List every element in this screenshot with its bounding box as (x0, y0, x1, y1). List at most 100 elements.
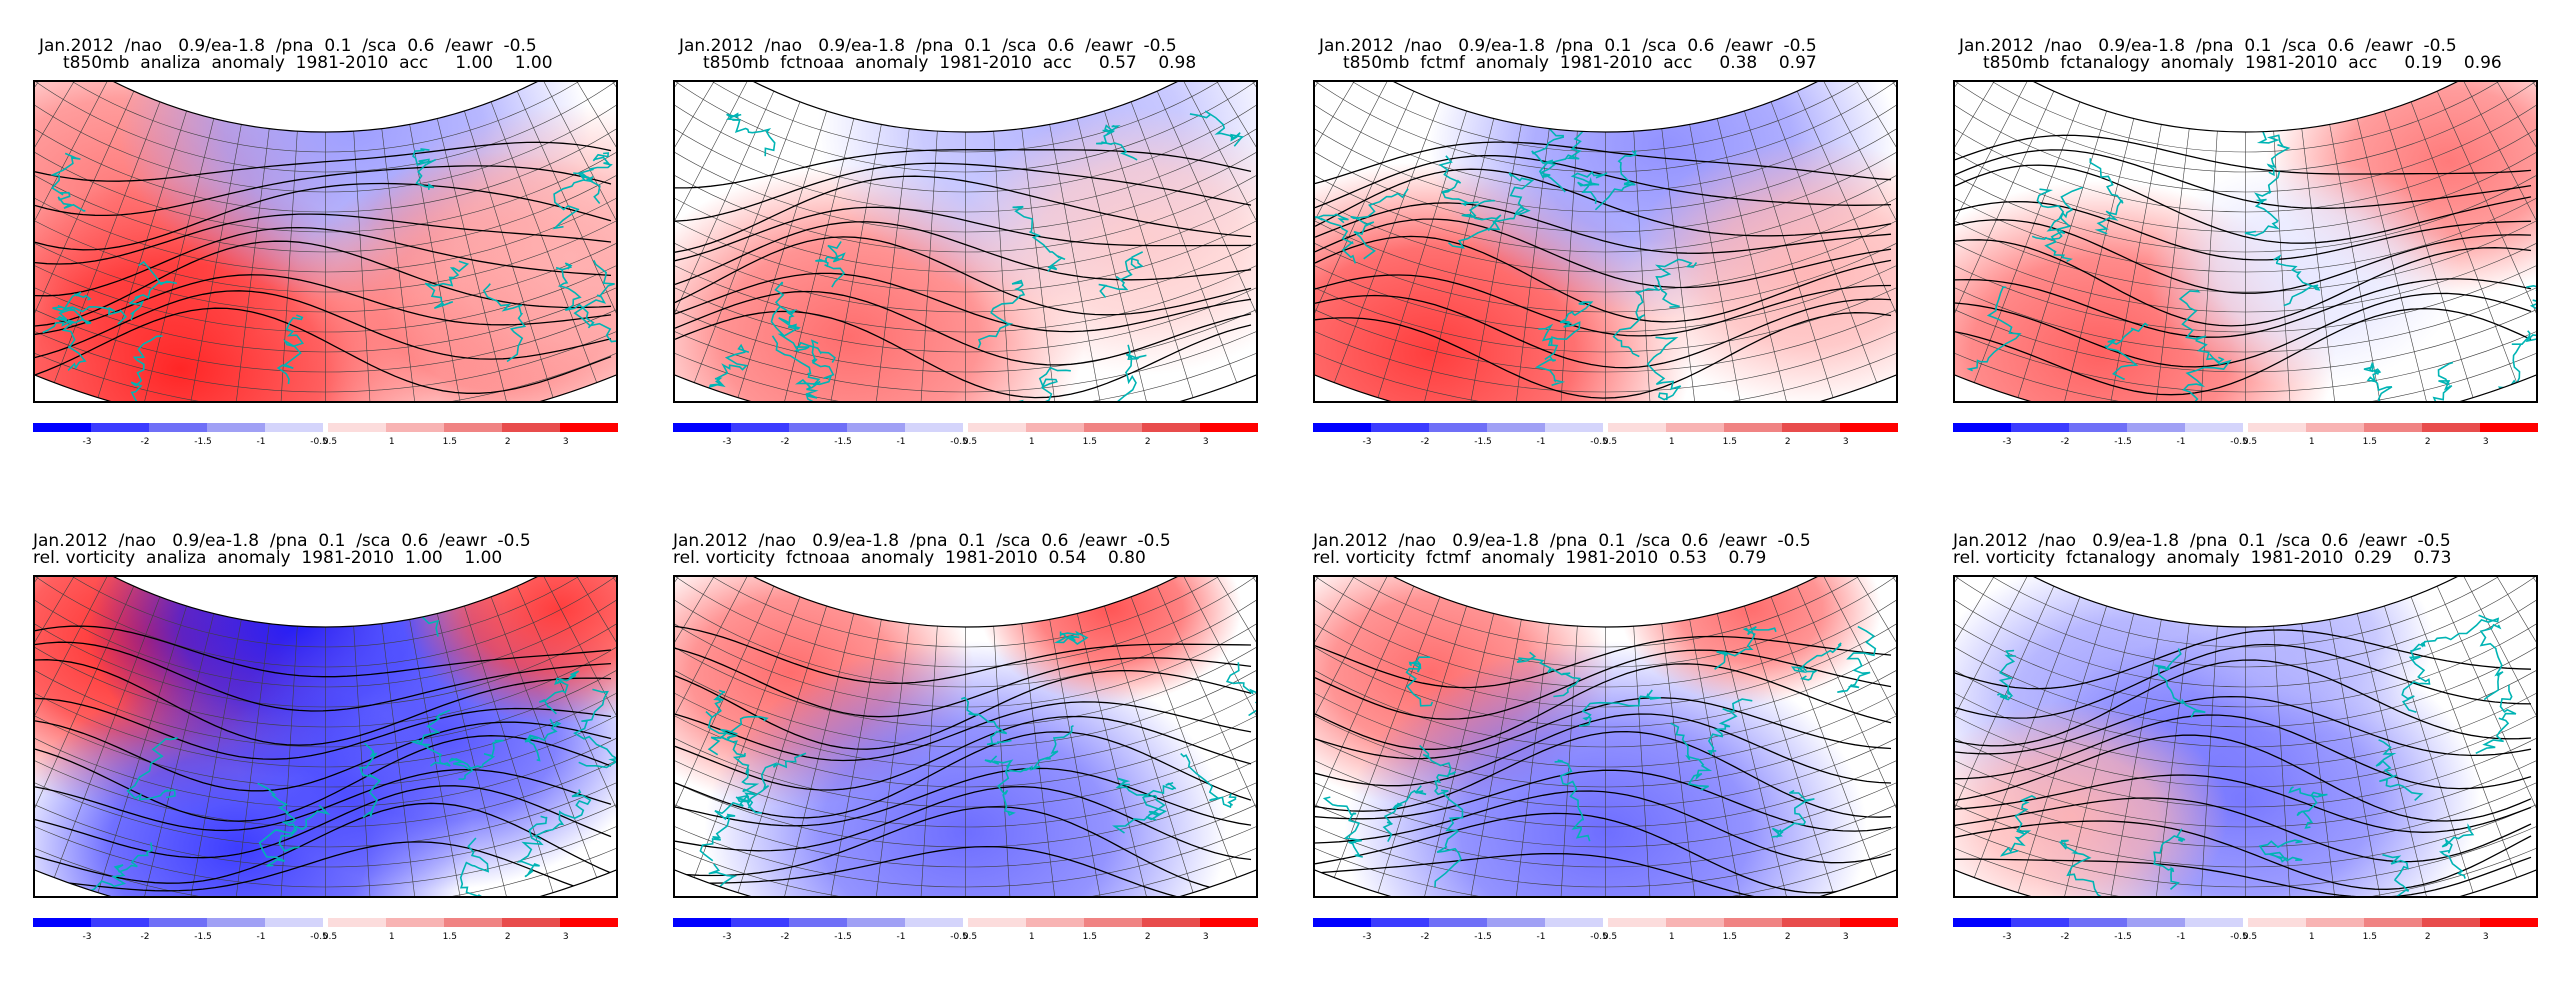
colorbar-neg-swatch (789, 918, 847, 927)
contour-line (1955, 695, 2532, 757)
coastline (735, 752, 807, 814)
contour-line (1315, 663, 1892, 750)
colorbar-label: -1.5 (2114, 932, 2132, 942)
anomaly-map-svg (1955, 82, 2536, 401)
coastline (1098, 251, 1144, 299)
colorbar-pos-swatch (1666, 423, 1724, 432)
coastline (257, 782, 300, 852)
map-frame (33, 80, 618, 403)
coastline (258, 804, 331, 867)
panel-title-line2: t850mb analiza anomaly 1981-2010 acc 1.0… (63, 53, 553, 73)
contour-line (35, 165, 612, 217)
contour-line (675, 162, 1252, 222)
colorbar-label: 3 (563, 932, 569, 942)
colorbar-neg-swatch (91, 918, 149, 927)
colorbar-neg-swatch (1371, 423, 1429, 432)
colorbar-label: 0.5 (323, 437, 337, 447)
coastline (1771, 789, 1815, 838)
colorbar-label: -0.5 (950, 932, 968, 942)
coastline (1350, 188, 1409, 260)
coastline (1189, 110, 1245, 147)
map-panel-7: Jan.2012 /nao 0.9/ea-1.8 /pna 0.1 /sca 0… (1305, 533, 1905, 988)
panel-title-line2: t850mb fctmf anomaly 1981-2010 acc 0.38 … (1343, 53, 1817, 73)
colorbar-neg-swatch (33, 423, 91, 432)
colorbar-label: 3 (2483, 437, 2489, 447)
contour-line (675, 206, 1252, 262)
panel-title-line1: Jan.2012 /nao 0.9/ea-1.8 /pna 0.1 /sca 0… (1313, 531, 1811, 551)
contour-line (35, 240, 612, 327)
coastline (1654, 258, 1698, 308)
contour-line (1315, 790, 1892, 864)
coastline (708, 343, 750, 389)
colorbar-neg-swatch (1429, 918, 1487, 927)
coastline (1315, 213, 1357, 264)
contour-line (1315, 235, 1892, 323)
colorbar-label: -2 (141, 437, 150, 447)
coastline (977, 279, 1026, 349)
coastline (1225, 662, 1256, 717)
colorbar-neg-swatch (149, 423, 207, 432)
coastline (538, 670, 580, 715)
contour-line (1315, 141, 1892, 185)
contour-line (675, 845, 1252, 896)
colorbar-neg-swatch (2127, 423, 2185, 432)
contour-line (675, 625, 1252, 685)
coastline (63, 291, 128, 325)
colorbar-label: -0.5 (950, 437, 968, 447)
colorbar-label: -3 (723, 932, 732, 942)
colorbar-label: -1 (2177, 932, 2186, 942)
contour-line (35, 141, 612, 182)
contour-line (675, 310, 1252, 399)
coastline (1405, 656, 1434, 707)
coastline (1966, 286, 2022, 372)
colorbar-label: -3 (1363, 932, 1372, 942)
colorbar-neg-swatch (1487, 423, 1545, 432)
anomaly-region (956, 107, 1256, 376)
contour-line (1955, 149, 2532, 209)
contour-line (1315, 852, 1892, 896)
colorbar-label: -1 (257, 932, 266, 942)
colorbar-neg-swatch (33, 918, 91, 927)
colorbar: -3 -2 -1.5 -1 -0.5 0.5 1 1.5 2 3 (33, 423, 618, 449)
colorbar-label: 1 (1029, 932, 1035, 942)
colorbar-svg: -3 -2 -1.5 -1 -0.50.5 1 1.5 2 3 (1313, 918, 1898, 942)
anomaly-region (401, 577, 616, 724)
colorbar-neg-swatch (1545, 918, 1603, 927)
panel-title-line2: rel. vorticity fctmf anomaly 1981-2010 0… (1313, 548, 1767, 568)
coastline (1516, 651, 1582, 698)
colorbar: -3 -2 -1.5 -1 -0.5 0.5 1 1.5 2 3 (673, 918, 1258, 944)
coastline (87, 842, 153, 896)
contour-line (675, 272, 1252, 333)
colorbar-svg: -3 -2 -1.5 -1 -0.50.5 1 1.5 2 3 (33, 423, 618, 447)
colorbar-label: 1 (2309, 932, 2315, 942)
contour-line (675, 670, 1252, 750)
colorbar-label: -3 (2003, 437, 2012, 447)
coastline (984, 755, 1016, 816)
coastline (459, 837, 490, 896)
colorbar-label: -1.5 (834, 932, 852, 942)
panel-title-line1: Jan.2012 /nao 0.9/ea-1.8 /pna 0.1 /sca 0… (39, 36, 537, 56)
coastline (699, 796, 748, 862)
colorbar-neg-swatch (847, 423, 905, 432)
colorbar-neg-swatch (2011, 423, 2069, 432)
coastline (1012, 205, 1066, 273)
colorbar-neg-swatch (2069, 423, 2127, 432)
colorbar-label: 3 (1843, 932, 1849, 942)
colorbar-pos-swatch (560, 423, 618, 432)
colorbar: -3 -2 -1.5 -1 -0.5 0.5 1 1.5 2 3 (1313, 423, 1898, 449)
colorbar-pos-swatch (2422, 918, 2480, 927)
colorbar: -3 -2 -1.5 -1 -0.5 0.5 1 1.5 2 3 (1953, 423, 2538, 449)
contour-line (1955, 643, 2532, 719)
colorbar-label: 0.5 (963, 437, 977, 447)
colorbar-pos-swatch (968, 918, 1026, 927)
coastline (482, 283, 527, 363)
anomaly-region (35, 675, 474, 896)
map-panel-4: Jan.2012 /nao 0.9/ea-1.8 /pna 0.1 /sca 0… (1945, 38, 2545, 493)
contour-line (1955, 774, 2532, 833)
coastline (2058, 839, 2109, 896)
coastline (130, 335, 163, 401)
colorbar: -3 -2 -1.5 -1 -0.5 0.5 1 1.5 2 3 (673, 423, 1258, 449)
colorbar-pos-swatch (1608, 918, 1666, 927)
colorbar-label: -1 (1537, 437, 1546, 447)
coastline (555, 262, 595, 329)
